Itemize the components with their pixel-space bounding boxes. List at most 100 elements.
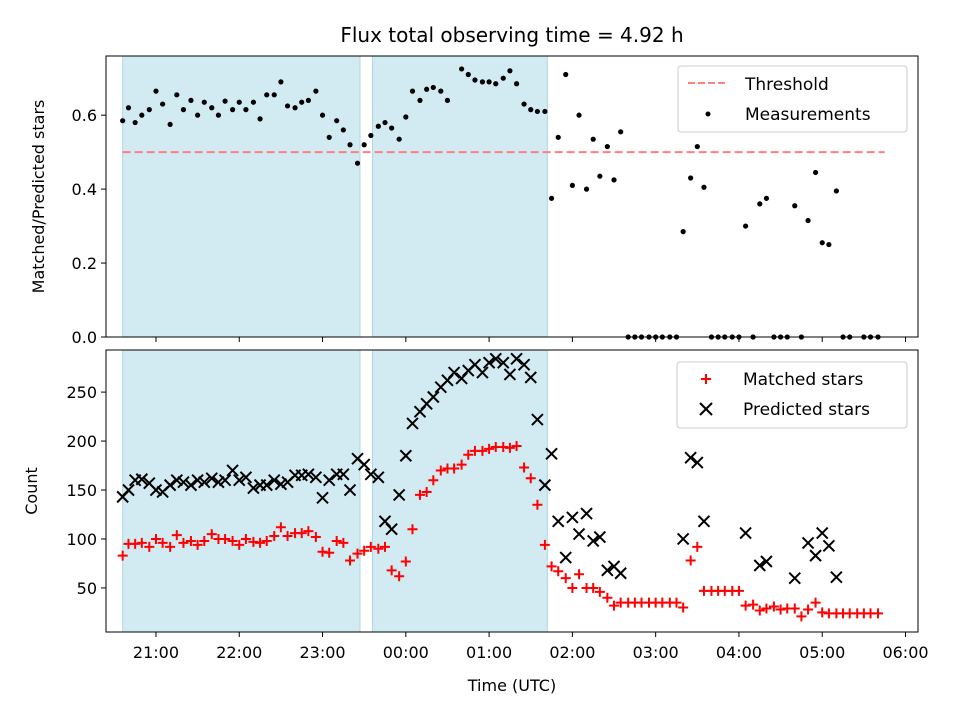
predicted-star-point <box>316 491 329 505</box>
predicted-star-point <box>809 549 822 562</box>
measurement-point <box>146 107 152 113</box>
measurement-point <box>305 97 311 103</box>
measurement-point <box>424 86 430 92</box>
measurement-point <box>347 142 353 148</box>
matched-star-point <box>567 582 578 593</box>
matched-star-point <box>421 486 432 497</box>
bottom-y-tick-label: 250 <box>66 383 97 402</box>
matched-star-point <box>275 522 286 533</box>
measurement-point <box>180 107 187 113</box>
legend-threshold-label: Threshold <box>744 75 829 95</box>
matched-star-point <box>227 535 238 546</box>
predicted-star-point <box>239 471 253 484</box>
predicted-star-point <box>482 356 496 369</box>
matched-star-point <box>338 537 349 548</box>
predicted-star-point <box>268 474 281 487</box>
bottom-y-tick-label: 50 <box>77 579 97 598</box>
measurement-point <box>576 112 582 118</box>
matched-star-point <box>456 459 467 470</box>
predicted-star-point <box>447 366 461 379</box>
predicted-star-point <box>218 474 232 487</box>
x-axis-label: Time (UTC) <box>467 676 556 695</box>
predicted-star-point <box>184 478 198 492</box>
matched-star-point <box>519 462 530 473</box>
matched-star-point <box>810 597 821 608</box>
measurement-point <box>833 188 839 194</box>
measurement-point <box>500 75 506 81</box>
measurement-point <box>222 98 228 104</box>
predicted-star-point <box>822 539 836 553</box>
predicted-star-point <box>205 472 218 485</box>
matched-star-point <box>373 543 384 554</box>
top-y-tick-label: 0.0 <box>72 328 97 347</box>
matched-star-point <box>463 449 474 460</box>
measurement-point <box>534 108 541 115</box>
predicted-star-point <box>427 390 440 404</box>
measurement-point <box>284 103 291 109</box>
measurement-point <box>209 105 215 111</box>
legend-measurements-swatch <box>705 111 711 117</box>
predicted-star-point <box>385 522 398 536</box>
measurement-point <box>250 99 257 105</box>
measurement-point <box>396 136 402 142</box>
x-tick-label: 21:00 <box>133 643 179 662</box>
legend-predicted-label: Predicted stars <box>743 400 870 420</box>
legend-matched-swatch <box>701 374 711 384</box>
matched-star-point <box>379 541 390 552</box>
measurement-point <box>160 101 166 107</box>
matched-star-point <box>692 541 703 552</box>
legend-matched-label: Matched stars <box>743 370 863 390</box>
matched-star-point <box>199 535 210 546</box>
predicted-star-point <box>309 471 323 484</box>
matched-star-point <box>532 499 543 510</box>
measurement-point <box>361 142 367 148</box>
top-legend: Threshold Measurements <box>677 65 908 133</box>
matched-star-point <box>873 608 884 619</box>
predicted-star-point <box>122 483 135 497</box>
predicted-star-point <box>177 475 190 489</box>
predicted-star-point <box>364 468 378 481</box>
measurement-point <box>763 195 770 201</box>
matched-star-point <box>789 603 800 614</box>
measurement-point <box>792 203 798 209</box>
measurement-point <box>438 88 444 94</box>
predicted-star-point <box>524 371 537 384</box>
predicted-star-point <box>760 555 773 568</box>
predicted-star-point <box>510 352 523 366</box>
measurement-point <box>354 160 361 166</box>
matched-star-point <box>484 443 495 454</box>
matched-star-point <box>261 535 272 546</box>
measurement-point <box>542 108 548 115</box>
matched-star-point <box>331 535 342 546</box>
measurement-point <box>563 71 569 78</box>
predicted-star-point <box>801 536 815 550</box>
measurement-point <box>521 101 527 107</box>
matched-star-point <box>144 541 155 552</box>
predicted-star-point <box>476 366 489 379</box>
matched-star-point <box>269 531 280 542</box>
legend-measurements-label: Measurements <box>745 105 871 125</box>
predicted-star-point <box>830 570 843 584</box>
matched-star-point <box>400 556 411 567</box>
measurement-point <box>120 118 126 124</box>
predicted-star-point <box>614 567 627 580</box>
matched-star-point <box>157 537 168 548</box>
matched-star-point <box>171 530 182 541</box>
predicted-star-point <box>816 526 829 540</box>
x-tick-label: 23:00 <box>299 643 345 662</box>
measurement-point <box>334 118 340 124</box>
x-tick-label: 03:00 <box>633 643 679 662</box>
matched-star-point <box>511 440 522 451</box>
matched-star-point <box>352 548 363 559</box>
matched-star-point <box>671 597 682 608</box>
measurement-point <box>688 175 694 181</box>
predicted-star-point <box>302 468 315 481</box>
matched-star-point <box>733 585 744 596</box>
measurement-point <box>618 129 624 135</box>
matched-star-point <box>609 600 620 611</box>
matched-star-point <box>803 604 814 615</box>
predicted-star-point <box>552 515 565 528</box>
measurement-point <box>139 112 145 118</box>
measurement-point <box>743 223 749 229</box>
matched-star-point <box>768 601 779 612</box>
